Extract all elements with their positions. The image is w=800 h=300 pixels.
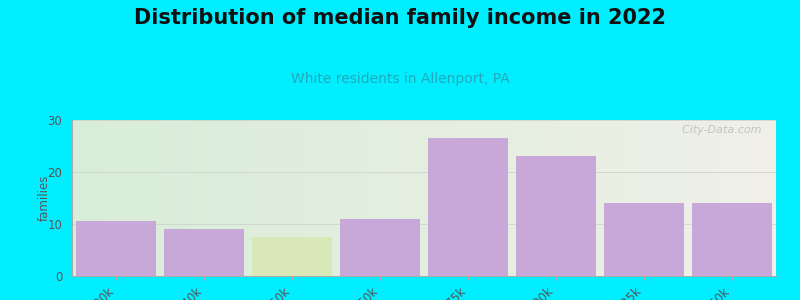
Bar <box>515 156 597 276</box>
Bar <box>603 203 685 276</box>
Bar <box>427 138 509 276</box>
Text: City-Data.com: City-Data.com <box>675 125 762 135</box>
Bar <box>75 221 157 276</box>
Bar <box>339 219 421 276</box>
Bar <box>251 237 333 276</box>
Text: Distribution of median family income in 2022: Distribution of median family income in … <box>134 8 666 28</box>
Text: White residents in Allenport, PA: White residents in Allenport, PA <box>290 72 510 86</box>
Y-axis label: families: families <box>38 175 51 221</box>
Bar <box>163 229 245 276</box>
Bar <box>691 203 773 276</box>
